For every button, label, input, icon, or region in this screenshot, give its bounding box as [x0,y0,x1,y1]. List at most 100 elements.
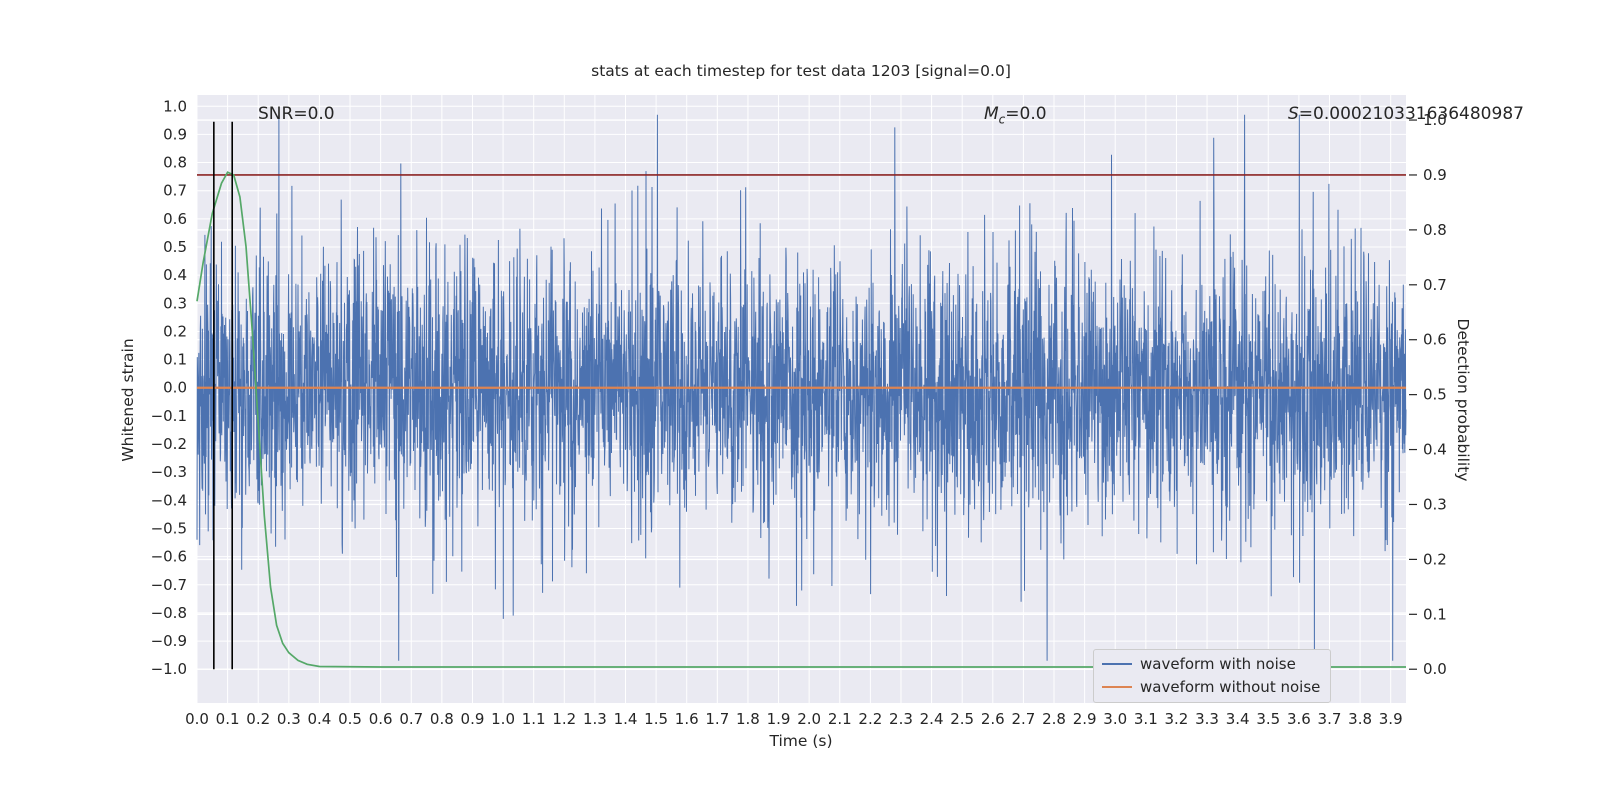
y-right-tick-labels: 0.0 0.1 0.2 0.3 0.4 0.5 0.6 0.7 0.8 0.9 1.0 [1423,111,1447,678]
y-right-tick-label: 1.0 [1423,111,1447,129]
y-right-tick-label: 0.5 [1423,386,1447,404]
x-tick-label: 0.2 [246,710,270,728]
x-tick-label: 2.7 [1011,710,1035,728]
y-left-tick-label: −1.0 [151,660,187,678]
y-left-tick-label: 0.0 [163,379,187,397]
legend-line-swatch-orange [1102,686,1132,688]
right-axis-ticks [1409,119,1417,670]
x-tick-label: 3.6 [1287,710,1311,728]
x-tick-label: 3.9 [1379,710,1403,728]
y-right-tick-label: 0.3 [1423,495,1447,513]
x-tick-label: 2.1 [828,710,852,728]
x-axis-label: Time (s) [769,732,833,750]
x-tick-label: 1.8 [736,710,760,728]
x-tick-label: 3.2 [1165,710,1189,728]
x-tick-label: 1.5 [644,710,668,728]
legend-item-noise: waveform with noise [1102,655,1320,673]
x-tick-label: 3.1 [1134,710,1158,728]
y-left-tick-label: −0.2 [151,435,187,453]
x-tick-label: 0.9 [461,710,485,728]
x-tick-label: 3.3 [1195,710,1219,728]
y-left-tick-label: 0.8 [163,154,187,172]
y-left-tick-label: 0.4 [163,266,187,284]
annotation-mc-subscript: c [998,112,1006,127]
x-tick-label: 1.1 [522,710,546,728]
annotation-s-symbol: S [1288,104,1299,124]
marker-vlines [213,121,233,670]
x-tick-label: 3.0 [1103,710,1127,728]
x-tick-label: 1.6 [675,710,699,728]
x-tick-label: 2.9 [1073,710,1097,728]
x-tick-label: 2.3 [889,710,913,728]
y-right-tick-label: 0.0 [1423,660,1447,678]
annotation-chirp-mass: Mc=0.0 [984,104,1047,126]
y-left-tick-label: 0.7 [163,182,187,200]
legend-label: waveform with noise [1140,655,1296,673]
y-left-tick-label: 0.3 [163,294,187,312]
x-tick-label: 1.2 [552,710,576,728]
y-left-tick-label: −0.9 [151,632,187,650]
x-tick-label: 1.0 [491,710,515,728]
legend-line-swatch-blue [1102,663,1132,665]
y-right-tick-label: 0.9 [1423,166,1447,184]
y-right-tick-label: 0.2 [1423,550,1447,568]
y-left-tick-label: −0.4 [151,491,187,509]
detection-probability-series [196,171,1406,668]
annotation-snr: SNR=0.0 [258,104,335,124]
y-left-tick-label: 0.5 [163,238,187,256]
y-left-tick-label: 0.1 [163,351,187,369]
y-right-tick-label: 0.7 [1423,276,1447,294]
x-tick-label: 2.2 [858,710,882,728]
x-tick-label: 1.9 [767,710,791,728]
y-right-tick-label: 0.6 [1423,331,1447,349]
x-tick-label: 0.8 [430,710,454,728]
y-left-tick-label: 0.6 [163,210,187,228]
y-left-tick-label: −0.5 [151,519,187,537]
x-tick-label: 1.7 [705,710,729,728]
x-tick-label: 2.5 [950,710,974,728]
x-tick-label: 0.6 [369,710,393,728]
y-right-tick-label: 0.8 [1423,221,1447,239]
annotation-mc-symbol: M [984,104,999,124]
legend-label: waveform without noise [1140,678,1321,696]
x-tick-label: 3.8 [1348,710,1372,728]
y-left-tick-label: −0.1 [151,407,187,425]
y-right-tick-label: 0.4 [1423,441,1447,459]
x-tick-label: 3.7 [1318,710,1342,728]
annotation-s-value: =0.000210331636480987 [1298,104,1524,124]
x-tick-label: 0.4 [308,710,332,728]
y-left-tick-label: −0.3 [151,463,187,481]
legend-item-no-noise: waveform without noise [1102,678,1320,696]
x-tick-label: 3.5 [1256,710,1280,728]
x-tick-label: 2.6 [981,710,1005,728]
annotation-mc-value: =0.0 [1005,104,1047,124]
y-right-tick-label: 0.1 [1423,605,1447,623]
x-tick-labels: 0.0 0.1 0.2 0.3 0.4 0.5 0.6 0.7 0.8 0.9 1.0 1.1 1.2 1… [185,710,1403,728]
annotation-statistic: S=0.000210331636480987 [1288,104,1524,124]
chart-title: stats at each timestep for test data 120… [591,62,1011,80]
y-left-tick-label: −0.6 [151,548,187,566]
y-left-tick-labels: 1.0 0.9 0.8 0.7 0.6 0.5 0.4 0.3 0.2 0.1 0.0 −0.1 −0.… [151,97,187,678]
x-tick-label: 0.1 [216,710,240,728]
x-tick-label: 0.3 [277,710,301,728]
x-tick-label: 2.0 [797,710,821,728]
x-tick-label: 0.7 [399,710,423,728]
y-axis-label-right: Detection probability [1454,318,1472,482]
y-left-tick-label: −0.8 [151,604,187,622]
y-left-tick-label: 1.0 [163,97,187,115]
detection-probability-path [196,171,1406,668]
legend: waveform with noise waveform without noi… [1093,649,1332,703]
x-tick-label: 0.0 [185,710,209,728]
x-tick-label: 1.3 [583,710,607,728]
y-left-tick-label: 0.2 [163,322,187,340]
x-tick-label: 3.4 [1226,710,1250,728]
x-tick-label: 1.4 [614,710,638,728]
y-left-tick-label: −0.7 [151,576,187,594]
y-axis-label-left: Whitened strain [119,338,137,462]
x-tick-label: 0.5 [338,710,362,728]
x-tick-label: 2.4 [920,710,944,728]
y-left-tick-label: 0.9 [163,125,187,143]
x-tick-label: 2.8 [1042,710,1066,728]
